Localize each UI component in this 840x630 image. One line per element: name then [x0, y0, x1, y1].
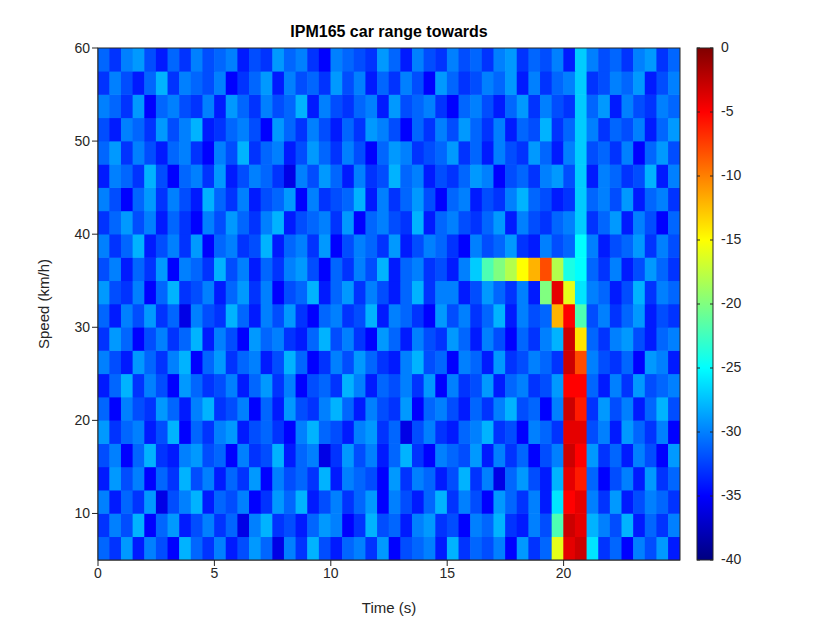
svg-text:Speed (km/h): Speed (km/h): [35, 259, 52, 349]
svg-text:-40: -40: [721, 551, 741, 567]
svg-text:5: 5: [211, 565, 219, 581]
svg-text:15: 15: [439, 565, 455, 581]
svg-text:IPM165 car range towards: IPM165 car range towards: [290, 23, 488, 40]
svg-text:10: 10: [74, 505, 90, 521]
svg-text:0: 0: [721, 39, 729, 55]
svg-text:-30: -30: [721, 423, 741, 439]
svg-text:10: 10: [323, 565, 339, 581]
svg-text:-25: -25: [721, 359, 741, 375]
svg-text:-20: -20: [721, 295, 741, 311]
svg-text:0: 0: [94, 565, 102, 581]
svg-text:60: 60: [74, 40, 90, 56]
svg-text:-35: -35: [721, 487, 741, 503]
svg-text:40: 40: [74, 226, 90, 242]
svg-text:50: 50: [74, 133, 90, 149]
svg-text:-5: -5: [721, 103, 734, 119]
svg-text:30: 30: [74, 319, 90, 335]
svg-text:20: 20: [556, 565, 572, 581]
svg-text:-15: -15: [721, 231, 741, 247]
svg-text:20: 20: [74, 412, 90, 428]
svg-text:Time (s): Time (s): [362, 599, 416, 616]
svg-text:-10: -10: [721, 167, 741, 183]
